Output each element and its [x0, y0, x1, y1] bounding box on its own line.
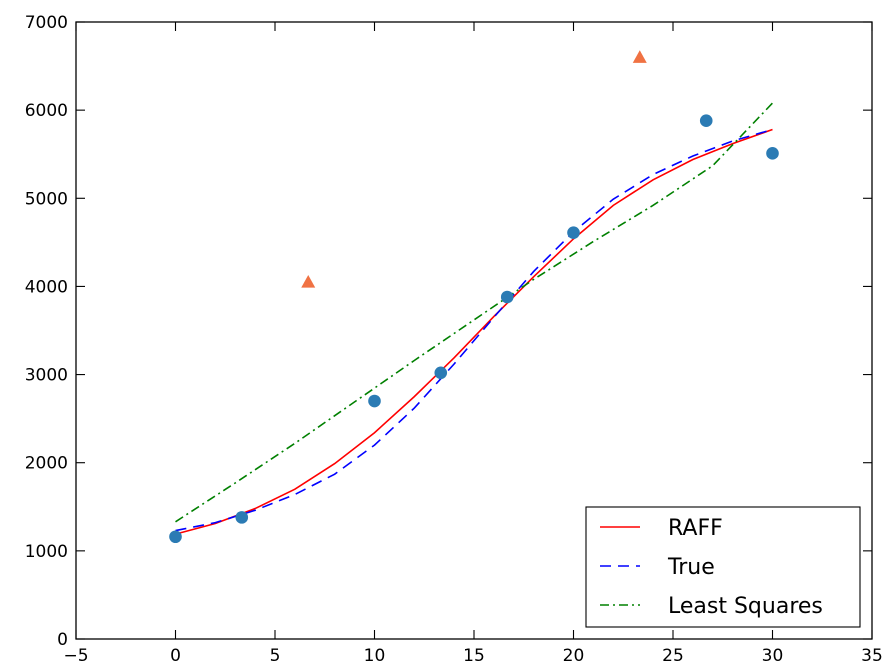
x-tick-label: −5 — [63, 646, 88, 666]
legend-box — [585, 506, 861, 628]
y-tick-label: 3000 — [25, 366, 68, 386]
y-tick-label: 4000 — [25, 277, 68, 297]
x-tick-label: 25 — [662, 646, 684, 666]
y-tick-label: 5000 — [25, 189, 68, 209]
x-tick-label: 0 — [170, 646, 181, 666]
legend-label: True — [667, 555, 715, 580]
x-tick-label: 35 — [861, 646, 883, 666]
x-tick-label: 20 — [563, 646, 585, 666]
data-circle-point — [235, 511, 249, 524]
scatter-points-layer — [169, 50, 779, 544]
series-line-true — [175, 128, 773, 532]
series-line-least-squares — [175, 102, 774, 523]
x-tick-label: 30 — [762, 646, 784, 666]
y-tick-label: 0 — [57, 630, 68, 650]
outlier-triangle-point — [632, 50, 647, 63]
x-tick-label: 10 — [364, 646, 386, 666]
ticks-layer: −5 0 5 10 15 20 25 30 35010002000300040005000600… — [25, 13, 883, 666]
legend: RAFF True Least Squares — [585, 506, 861, 628]
data-circle-point — [699, 114, 713, 128]
x-tick-label: 5 — [270, 646, 281, 666]
legend-label: Least Squares — [668, 594, 823, 619]
legend-label: RAFF — [668, 516, 723, 541]
data-circle-point — [567, 226, 580, 239]
y-tick-label: 1000 — [25, 542, 68, 562]
data-circle-point — [766, 147, 779, 160]
plot-area — [169, 50, 779, 544]
y-tick-label: 6000 — [25, 101, 68, 121]
outlier-triangle-point — [301, 275, 316, 288]
data-circle-point — [368, 394, 381, 408]
x-tick-label: 15 — [463, 646, 485, 666]
y-tick-label: 7000 — [25, 13, 68, 33]
y-tick-label: 2000 — [25, 454, 68, 474]
line-series-layer — [175, 102, 774, 535]
data-circle-point — [434, 366, 448, 380]
data-circle-point — [169, 530, 182, 544]
series-line-raff — [175, 128, 773, 535]
data-circle-point — [500, 290, 514, 304]
